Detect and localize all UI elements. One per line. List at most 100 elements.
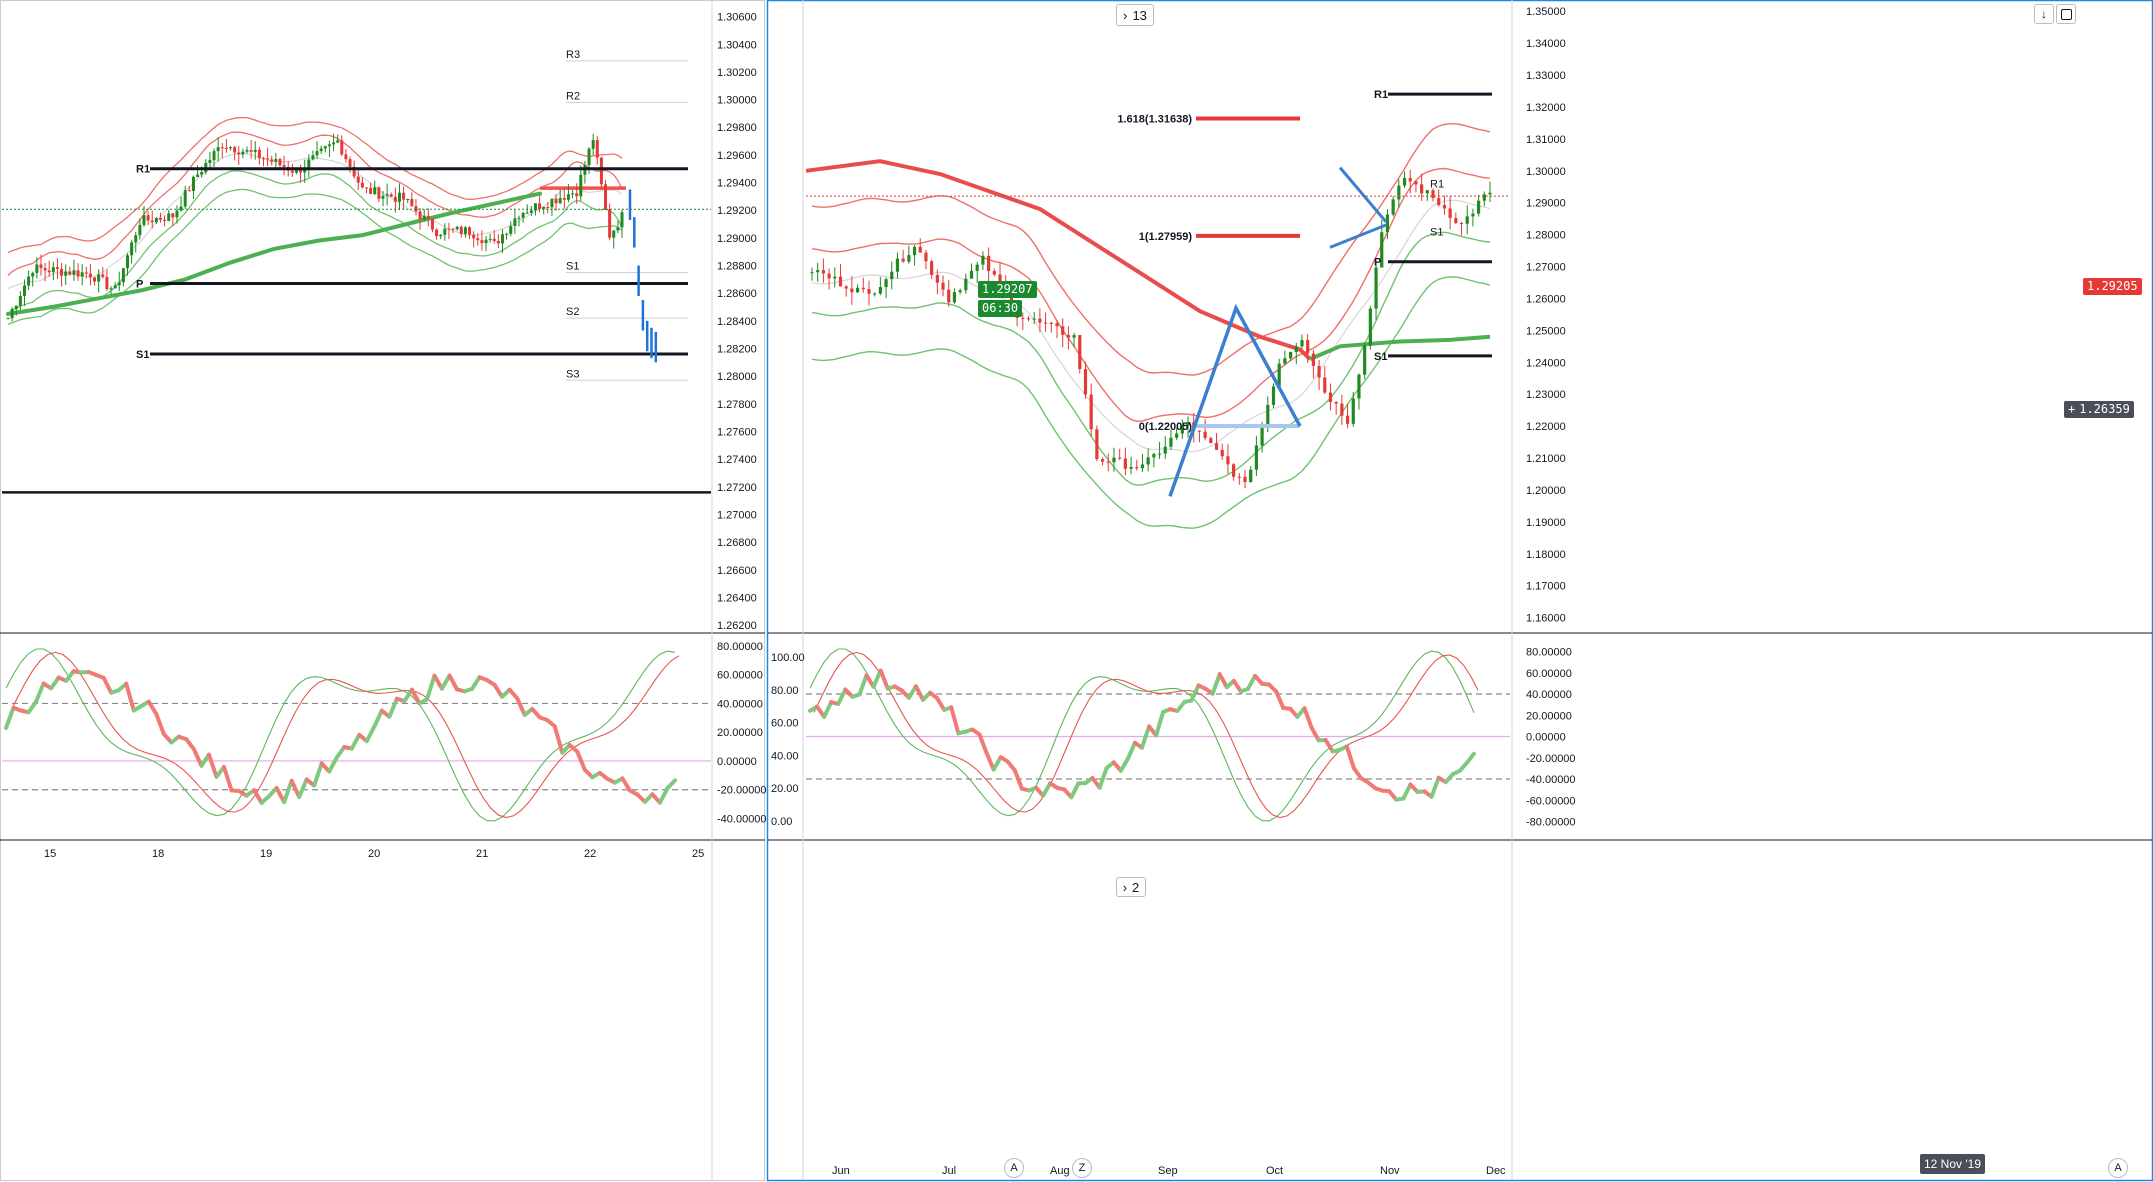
right-y-tick-label: 1.27000 <box>1526 262 1566 274</box>
candle-body <box>1197 430 1202 432</box>
candle-body <box>105 276 109 290</box>
candle-body <box>1374 267 1378 309</box>
candle-body <box>1340 403 1344 416</box>
candle-body <box>850 288 854 293</box>
right-y-tick-label: 1.16000 <box>1526 613 1566 625</box>
left-y-tick-label: 1.28600 <box>717 288 757 300</box>
left-y-tick-label: 1.28200 <box>717 343 757 355</box>
candle-body <box>1317 366 1321 378</box>
candle-body <box>245 150 249 152</box>
candle-body <box>912 246 917 256</box>
candle-body <box>393 196 397 202</box>
pivot-label-S1: S1 <box>1374 351 1387 363</box>
left-oscillator-histogram-line <box>349 732 362 751</box>
left-y-tick-label: 1.26800 <box>717 537 757 549</box>
left-osc-y-tick-label: 0.00000 <box>717 756 757 768</box>
candle-body <box>47 270 51 273</box>
right-oscillator-histogram-line <box>836 687 848 706</box>
candle-body <box>1055 323 1059 327</box>
maximize-button[interactable] <box>2056 4 2076 24</box>
candle-body <box>533 203 537 211</box>
candle-body <box>958 290 962 293</box>
left-oscillator-histogram-line <box>620 776 632 793</box>
z-button[interactable]: Z <box>1072 1158 1092 1178</box>
candle-body <box>146 215 150 221</box>
candle-body <box>10 309 14 319</box>
auto-scale-right-button[interactable]: A <box>2108 1158 2128 1178</box>
candle-body <box>233 147 237 153</box>
left-oscillator-histogram-line <box>4 705 16 731</box>
candle-body <box>463 227 467 234</box>
candle-body <box>356 176 360 183</box>
candle-body <box>237 152 241 155</box>
left-oscillator-histogram-line <box>665 778 677 791</box>
candle-body <box>1112 457 1116 463</box>
candle-body <box>1214 443 1219 450</box>
right-x-tick-label: Jun <box>832 1165 850 1177</box>
right-osc-y-tick-label: -60.00000 <box>1526 795 1576 807</box>
right-y-tick-label: 1.18000 <box>1526 549 1566 561</box>
candle-body <box>1038 318 1042 323</box>
candle-body <box>861 287 865 290</box>
pivot-label-P: P <box>1374 257 1381 269</box>
candle-body <box>1260 425 1264 446</box>
fib-label: 0(1.22005) <box>1139 421 1193 433</box>
candle-body <box>88 273 92 278</box>
candle-body <box>509 226 513 234</box>
left-oscillator-histogram-line <box>424 673 437 702</box>
candle-body <box>373 187 377 194</box>
left-x-tick-label: 20 <box>368 848 380 860</box>
candle-body <box>31 272 35 277</box>
right-y-tick-label: 1.20000 <box>1526 485 1566 497</box>
candle-body <box>443 228 447 235</box>
left-last-price-tag: 1.29207 <box>978 281 1037 298</box>
candle-body <box>253 149 257 152</box>
left-oscillator-histogram-line <box>221 764 234 793</box>
candle-body <box>130 242 134 256</box>
candle-body <box>890 271 894 280</box>
right-ema-red <box>805 159 1312 361</box>
left-oscillator-histogram-line <box>154 712 166 736</box>
candle-body <box>952 292 957 303</box>
right-y-tick-label: 1.22000 <box>1526 421 1566 433</box>
candle-body <box>290 170 294 173</box>
candle-body <box>459 226 463 234</box>
auto-scale-left-button[interactable]: A <box>1004 1158 1024 1178</box>
candle-body <box>608 209 612 238</box>
candle-body <box>1414 181 1418 185</box>
download-button[interactable]: ↓ <box>2034 4 2054 24</box>
candle-body <box>1345 415 1350 424</box>
candle-body <box>505 233 509 235</box>
candle-body <box>315 151 319 156</box>
candle-body <box>336 140 340 143</box>
candle-body <box>571 193 575 195</box>
right-oscillator-histogram-line <box>977 732 989 756</box>
candle-body <box>1226 456 1230 465</box>
left-oscillator-histogram-line <box>334 745 347 760</box>
left-oscillator-histogram-line <box>289 778 302 799</box>
faint-pivot-label-S1: S1 <box>1430 226 1443 238</box>
candle-body <box>1306 340 1310 354</box>
candle-body <box>360 182 364 188</box>
left-oscillator-histogram-line <box>402 687 414 704</box>
left-y-tick-label: 1.27800 <box>717 399 757 411</box>
right-y-tick-label: 1.29000 <box>1526 198 1566 210</box>
right-x-tick-label: Aug <box>1050 1165 1070 1177</box>
candle-body <box>1328 392 1333 402</box>
candle-body <box>1118 457 1122 459</box>
left-y-tick-label: 1.28800 <box>717 261 757 273</box>
candle-body <box>1106 461 1110 463</box>
right-y-tick-label: 1.17000 <box>1526 581 1566 593</box>
panel-counter-13-button[interactable]: › 13 <box>1116 4 1154 26</box>
left-oscillator-pane <box>2 648 711 822</box>
candle-body <box>142 215 146 225</box>
candle-body <box>1391 199 1395 215</box>
candle-body <box>229 147 233 149</box>
panel-counter-2-button[interactable]: › 2 <box>1116 877 1146 897</box>
candle-body <box>72 270 76 275</box>
candle-body <box>488 238 492 240</box>
candle-body <box>1380 232 1384 268</box>
right-y-tick-label: 1.25000 <box>1526 325 1566 337</box>
left-oscillator-histogram-line <box>447 673 460 692</box>
candle-body <box>1266 404 1270 426</box>
